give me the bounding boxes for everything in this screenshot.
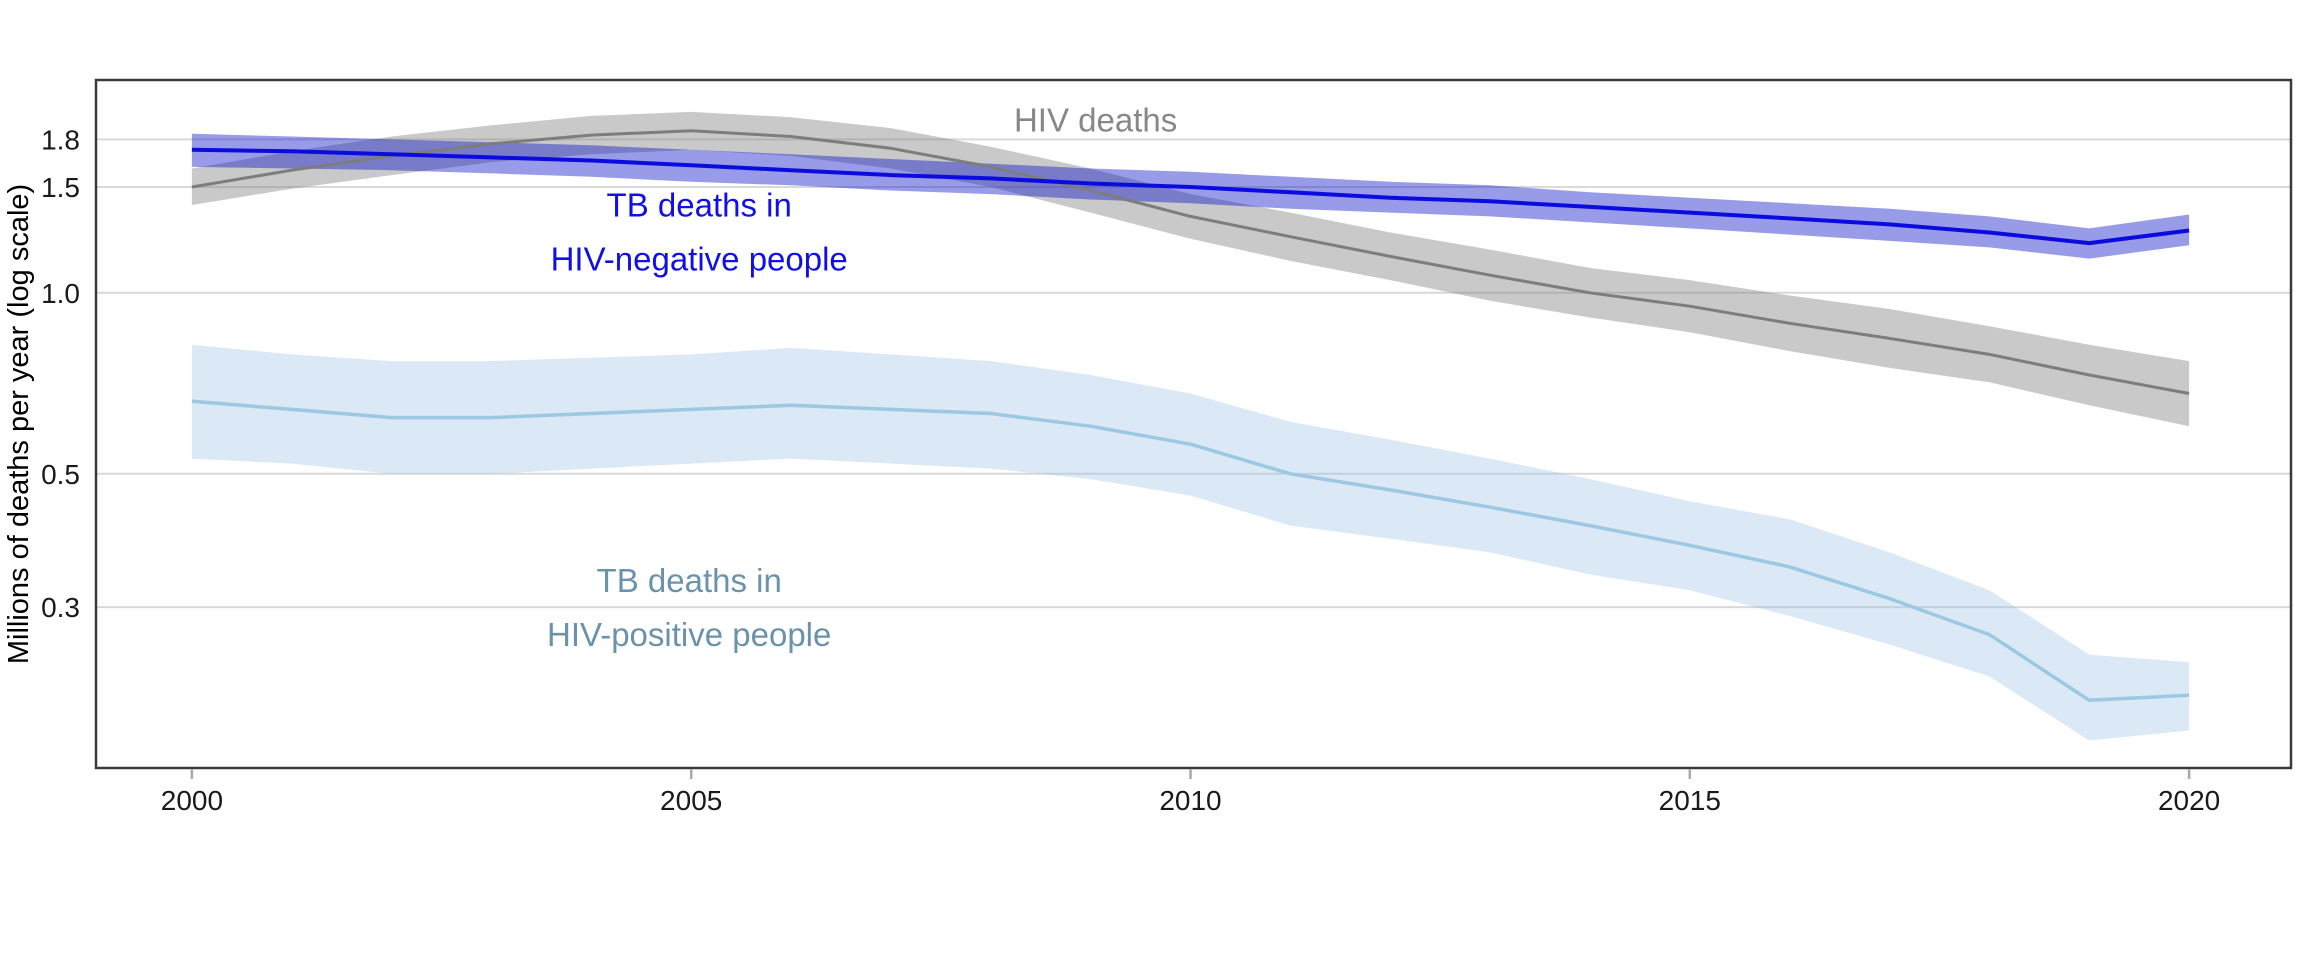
y-tick-label: 1.0 [41, 278, 80, 309]
line-tb-deaths-in-hiv-negative-people [191, 147, 2190, 246]
x-axis: 2000 2005 2010 2015 2020 [161, 769, 2220, 816]
panel-border [94, 78, 2293, 770]
x-tick-label: 2020 [2158, 785, 2220, 816]
y-tick-label: 1.5 [41, 172, 80, 203]
band-tb-deaths-in-hiv-positive-people [191, 344, 2190, 741]
x-tick-label: 2000 [161, 785, 223, 816]
y-tick-label: 0.3 [41, 592, 80, 623]
series-label-tb-deaths-in-hiv-positive-people: HIV-positive people [547, 616, 831, 653]
series-label-tb-deaths-in-hiv-positive-people: TB deaths in [597, 562, 782, 599]
y-axis-title: Millions of deaths per year (log scale) [3, 184, 35, 664]
line-hiv-deaths [191, 129, 2190, 395]
confidence-bands [191, 111, 2190, 741]
y-axis: 1.8 1.5 1.0 0.5 0.3 [41, 124, 80, 623]
gridlines [96, 138, 2291, 609]
series-label-tb-deaths-in-hiv-negative-people: TB deaths in [607, 187, 792, 224]
series-label-hiv-deaths: HIV deaths [1014, 101, 1177, 138]
band-hiv-deaths [191, 111, 2190, 427]
series-label-tb-deaths-in-hiv-negative-people: HIV-negative people [551, 241, 848, 278]
x-tick-label: 2005 [660, 785, 722, 816]
series-lines [191, 129, 2190, 703]
line-tb-deaths-in-hiv-positive-people [191, 399, 2190, 703]
x-tick-label: 2010 [1159, 785, 1221, 816]
y-tick-label: 1.8 [41, 124, 80, 155]
band-tb-deaths-in-hiv-negative-people [191, 133, 2190, 259]
x-tick-label: 2015 [1659, 785, 1721, 816]
y-tick-label: 0.5 [41, 459, 80, 490]
series-labels: HIV deaths TB deaths in HIV-negative peopl… [547, 101, 1177, 653]
